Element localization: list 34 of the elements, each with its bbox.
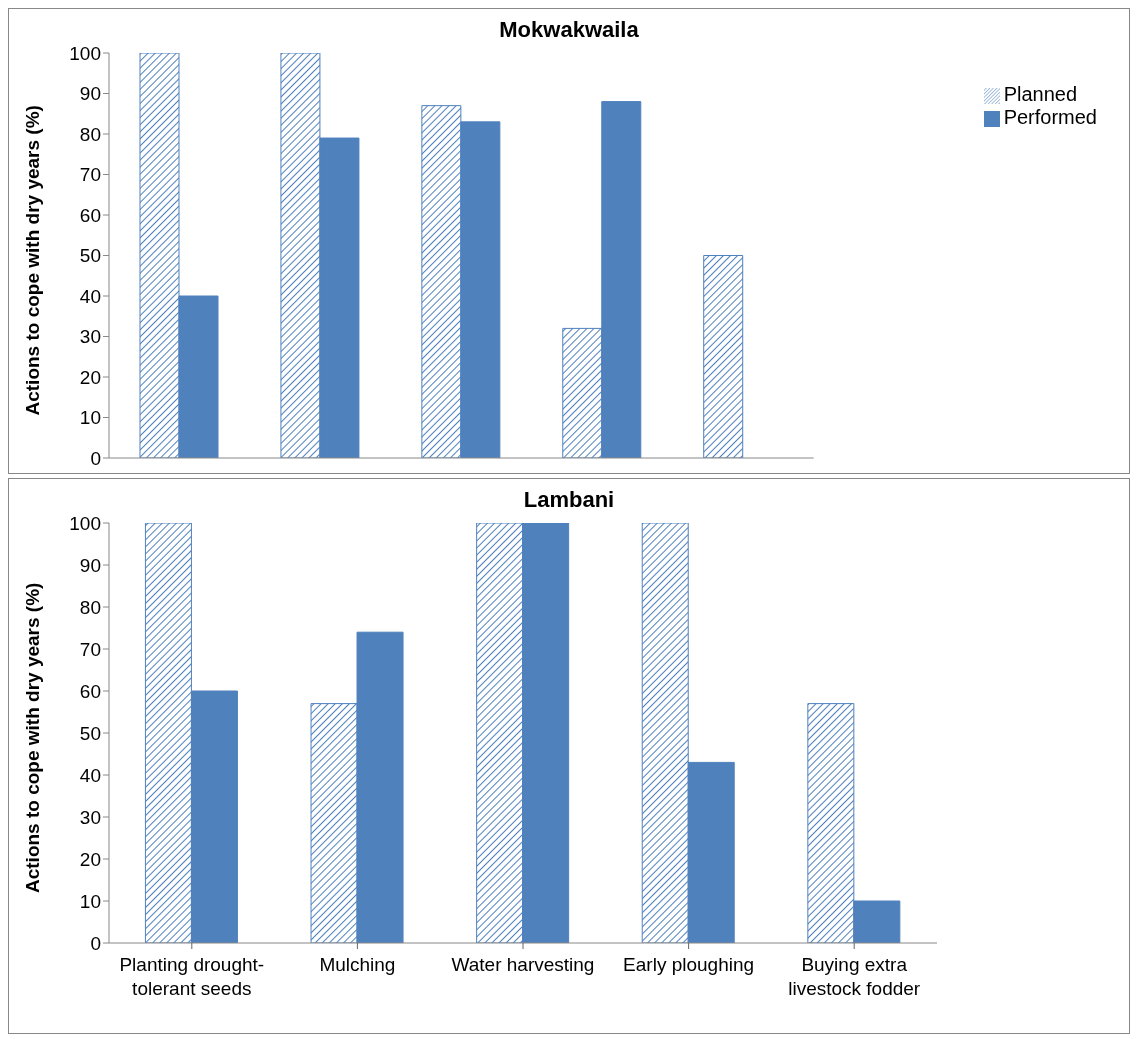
chart-title: Lambani (522, 486, 616, 513)
y-tick-label: 10 (79, 890, 101, 912)
y-tick-label: 20 (79, 366, 101, 388)
y-tick-label: 0 (90, 447, 101, 469)
y-tick-label: 40 (79, 764, 101, 786)
y-tick-label: 50 (79, 722, 101, 744)
y-tick-label: 40 (79, 285, 101, 307)
y-axis-title: Actions to cope with dry years (%) (21, 105, 43, 416)
y-tick-label: 0 (90, 932, 101, 954)
x-tick-label: Water harvesting (451, 954, 595, 975)
y-tick-label: 100 (69, 512, 101, 534)
legend-label: Performed (1003, 106, 1097, 128)
y-tick-label: 60 (79, 204, 101, 226)
legend-label: Planned (1003, 83, 1078, 105)
y-tick-label: 100 (69, 42, 101, 64)
chart-title: Mokwakwaila (498, 16, 640, 43)
y-tick-label: 80 (79, 123, 101, 145)
y-tick-label: 70 (79, 638, 101, 660)
x-tick-label: Mulching (319, 954, 396, 975)
bar (703, 255, 744, 458)
y-tick-label: 30 (79, 806, 101, 828)
y-tick-label: 10 (79, 407, 101, 429)
y-tick-label: 20 (79, 848, 101, 870)
x-tick-label: Early ploughing (623, 954, 755, 975)
y-tick-label: 70 (79, 164, 101, 186)
y-tick-label: 90 (79, 83, 101, 105)
x-tick-label: Buying extra livestock fodder (788, 954, 921, 999)
y-tick-label: 30 (79, 326, 101, 348)
y-tick-label: 90 (79, 554, 101, 576)
y-tick-label: 50 (79, 245, 101, 267)
x-tick-label: Planting drought-tolerant seeds (119, 954, 265, 999)
y-tick-label: 60 (79, 680, 101, 702)
y-axis-title: Actions to cope with dry years (%) (21, 582, 43, 893)
y-tick-label: 80 (79, 596, 101, 618)
